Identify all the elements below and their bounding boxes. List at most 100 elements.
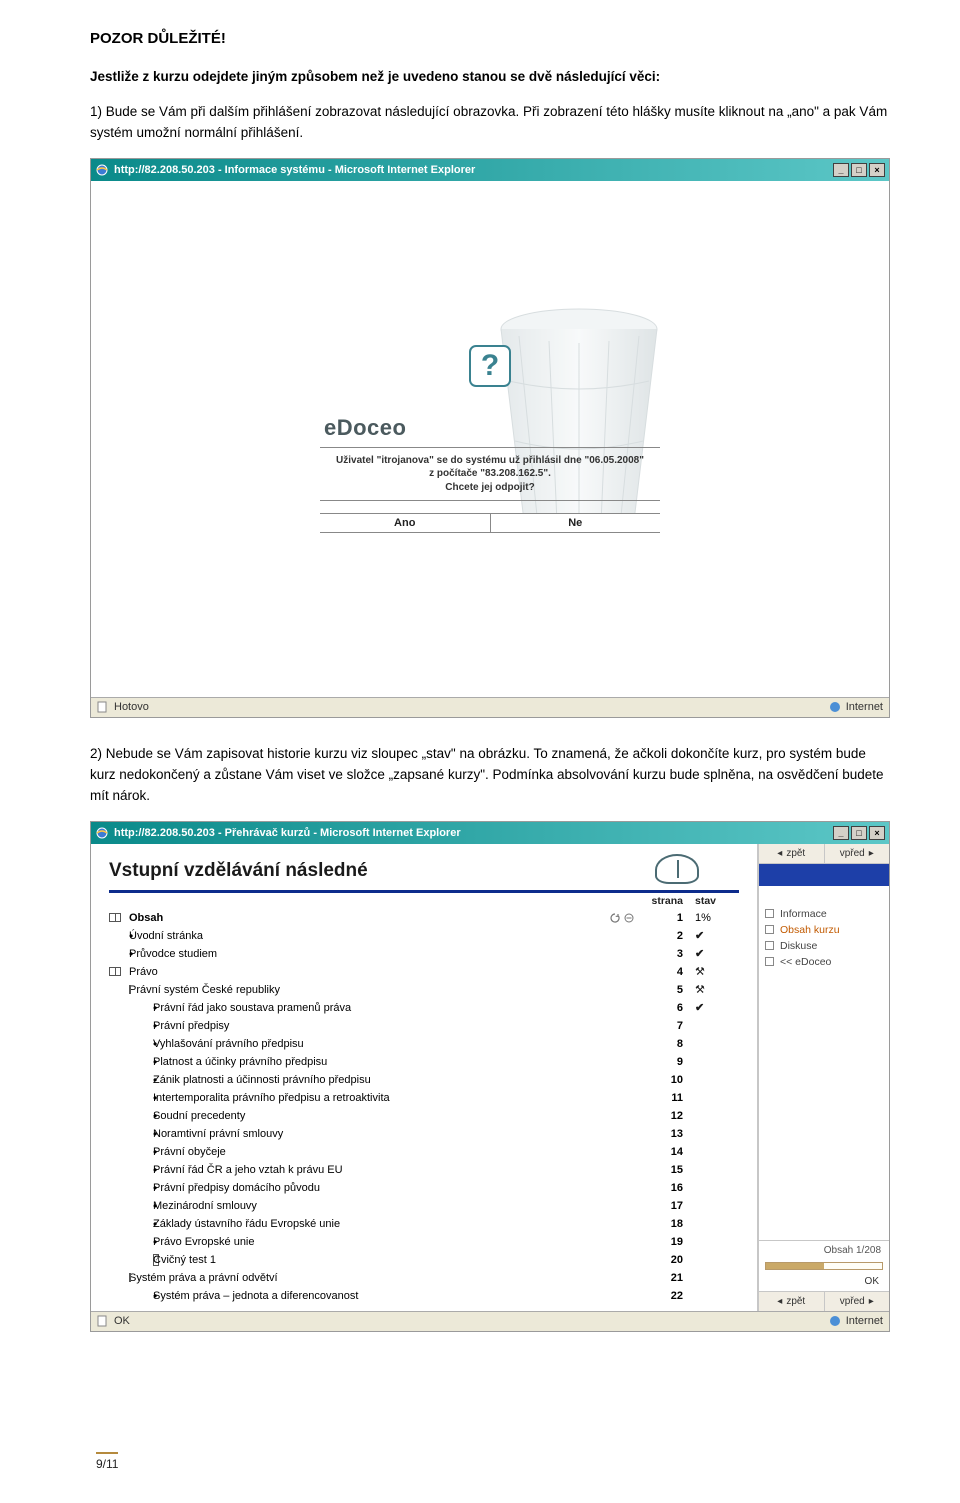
toc-row-page: 18 [635,1218,695,1230]
toc-row[interactable]: •Mezinárodní smlouvy17 [109,1197,739,1215]
ie2-titlebar: http://82.208.50.203 - Přehrávač kurzů -… [91,822,889,844]
yes-button[interactable]: Ano [320,514,490,532]
toc-header: strana stav [109,893,739,909]
toc-row-label: Právo [129,966,635,978]
toc-row[interactable]: •Soudní precedenty12 [109,1107,739,1125]
screenshot-course: http://82.208.50.203 - Přehrávač kurzů -… [90,821,890,1332]
toc-row[interactable]: •Intertemporalita právního předpisu a re… [109,1089,739,1107]
toc-row-state: ⚒ [695,965,739,978]
toc-row[interactable]: Právní systém České republiky5⚒ [109,981,739,999]
toc-row[interactable]: •Právní předpisy domácího původu16 [109,1179,739,1197]
doc-para2: 1) Bude se Vám při dalším přihlášení zob… [90,102,890,144]
chevron-left-icon: ◂ [777,848,782,859]
checkmark-icon: ✔ [695,930,704,942]
ie2-statusbar: OK Internet [91,1311,889,1331]
nav-fwd-button[interactable]: vpřed ▸ [825,844,890,863]
toc-row-label: Právní obyčeje [153,1146,635,1158]
doc-heading: POZOR DŮLEŽITÉ! [90,30,890,47]
book-mini-icon [129,1273,131,1282]
toc-row-label: Právo Evropské unie [153,1236,635,1248]
maximize-icon[interactable]: □ [851,163,867,177]
nav-back-button[interactable]: ◂ zpět [759,844,825,863]
toc-row-page: 14 [635,1146,695,1158]
toc-row-label: Cvičný test 1 [153,1254,635,1266]
toc-row-page: 2 [635,930,695,942]
nav-back-button-bottom[interactable]: ◂ zpět [759,1292,825,1311]
toc-row[interactable]: •Průvodce studiem3✔ [109,945,739,963]
collapse-icon[interactable] [624,913,634,923]
square-icon [765,909,774,918]
toc-row[interactable]: •Právní předpisy7 [109,1017,739,1035]
toc-row-page: 21 [635,1272,695,1284]
toc-row-label: Úvodní stránka [129,930,635,942]
toc-row-state: ✔ [695,1001,739,1014]
sidebar-link-diskuse[interactable]: Diskuse [765,938,883,954]
toc-row-label: Průvodce studiem [129,948,635,960]
chevron-left-icon: ◂ [777,1296,782,1307]
square-icon [765,957,774,966]
toc-row[interactable]: Systém práva a právní odvětví21 [109,1269,739,1287]
close-icon[interactable]: × [869,163,885,177]
close-icon[interactable]: × [869,826,885,840]
sidebar-ok[interactable]: OK [759,1270,889,1291]
toc-row-page: 20 [635,1254,695,1266]
ie-logo-icon [95,826,109,840]
toc-row[interactable]: •Vyhlašování právního předpisu8 [109,1035,739,1053]
maximize-icon[interactable]: □ [851,826,867,840]
square-icon [765,941,774,950]
toc-row[interactable]: •Právní řád ČR a jeho vztah k právu EU15 [109,1161,739,1179]
toc-row[interactable]: •Právní obyčeje14 [109,1143,739,1161]
toc-row-page: 5 [635,984,695,996]
toc-row-label: Vyhlašování právního předpisu [153,1038,635,1050]
sidebar-link-informace[interactable]: Informace [765,906,883,922]
internet-zone-icon [829,1315,841,1327]
toc-row[interactable]: •Úvodní stránka2✔ [109,927,739,945]
sidebar-progress-label: Obsah 1/208 [759,1240,889,1258]
toc-row-label: Právní řád ČR a jeho vztah k právu EU [153,1164,635,1176]
toc-row[interactable]: •Noramtivní právní smlouvy13 [109,1125,739,1143]
toc-row-label: Právní systém České republiky [129,984,635,996]
minimize-icon[interactable]: _ [833,826,849,840]
ie1-statusbar: Hotovo Internet [91,697,889,717]
toc-root[interactable]: Obsah 1 1% [109,909,739,927]
square-icon [765,925,774,934]
checkmark-icon: ✔ [695,948,704,960]
toc-row-page: 3 [635,948,695,960]
sidebar-progress [765,1262,883,1270]
toc-row[interactable]: Právo4⚒ [109,963,739,981]
toc-row-label: Platnost a účinky právního předpisu [153,1056,635,1068]
toc-row-page: 15 [635,1164,695,1176]
refresh-icon[interactable] [610,913,620,923]
toc-row-label: Právní řád jako soustava pramenů práva [153,1002,635,1014]
sidebar-link-edoceo[interactable]: << eDoceo [765,954,883,970]
toc-row[interactable]: •Základy ústavního řádu Evropské unie18 [109,1215,739,1233]
page-number: 9/11 [96,1452,118,1471]
toc-row-label: Systém práva a právní odvětví [129,1272,635,1284]
edoceo-logo: eDoceo [324,415,660,441]
course-content: Vstupní vzdělávání následné strana stav … [91,844,757,1311]
toc-row[interactable]: ?Cvičný test 120 [109,1251,739,1269]
toc-row-page: 8 [635,1038,695,1050]
toc-row-state: ✔ [695,947,739,960]
book-mini-icon [109,967,121,976]
no-button[interactable]: Ne [490,514,661,532]
edoceo-message: Uživatel "itrojanova" se do systému už p… [320,447,660,502]
toc-row[interactable]: •Právo Evropské unie19 [109,1233,739,1251]
minimize-icon[interactable]: _ [833,163,849,177]
nav-fwd-button-bottom[interactable]: vpřed ▸ [825,1292,890,1311]
toc-row-page: 19 [635,1236,695,1248]
sidebar-link-obsah[interactable]: Obsah kurzu [765,922,883,938]
toc-row[interactable]: •Systém práva – jednota a diferencovanos… [109,1287,739,1305]
book-mini-icon [109,913,121,922]
toc-row-label: Právní předpisy domácího původu [153,1182,635,1194]
toc-row-label: Noramtivní právní smlouvy [153,1128,635,1140]
toc-row-page: 10 [635,1074,695,1086]
page-done-icon [97,1315,109,1327]
tools-icon: ⚒ [695,984,705,996]
ie-logo-icon [95,163,109,177]
toc-row-label: Systém práva – jednota a diferencovanost [153,1290,635,1302]
toc-row[interactable]: •Právní řád jako soustava pramenů práva6… [109,999,739,1017]
toc-row[interactable]: •Zánik platnosti a účinnosti právního př… [109,1071,739,1089]
toc-row[interactable]: •Platnost a účinky právního předpisu9 [109,1053,739,1071]
toc-row-page: 13 [635,1128,695,1140]
